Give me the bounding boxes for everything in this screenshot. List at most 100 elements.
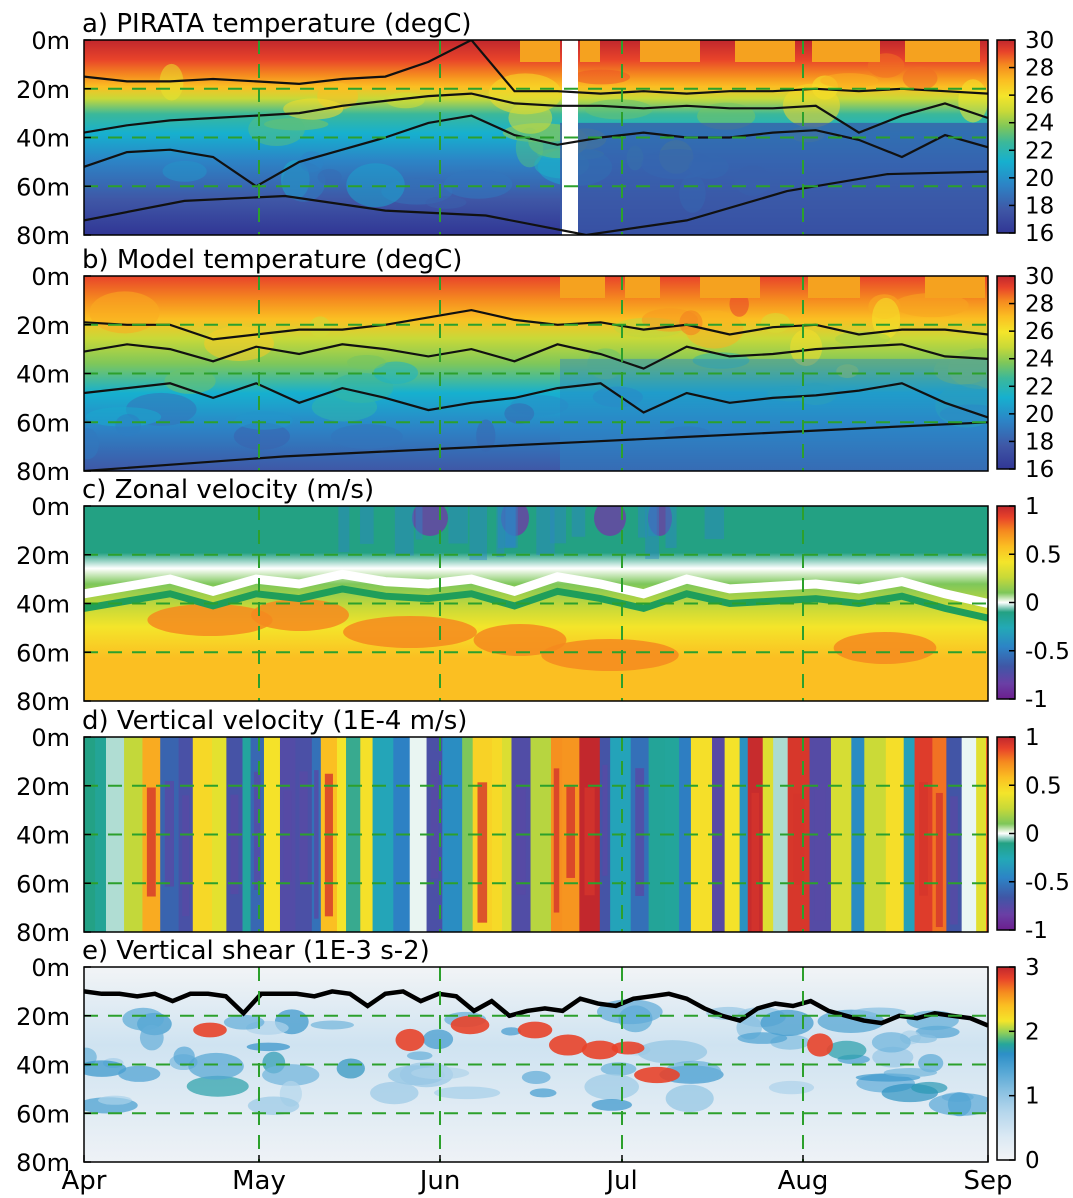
field-blob bbox=[330, 424, 403, 449]
field-blob bbox=[790, 329, 823, 367]
velocity-core bbox=[324, 773, 333, 917]
velocity-band bbox=[360, 737, 374, 932]
shear-patch bbox=[665, 1084, 714, 1113]
westward-tongue bbox=[338, 506, 350, 553]
field-blob bbox=[235, 410, 293, 430]
high-shear-patch bbox=[517, 1021, 553, 1039]
warm-cap bbox=[700, 276, 760, 298]
westward-tongue bbox=[415, 506, 423, 540]
warm-cap bbox=[560, 276, 605, 298]
x-tick-label: Sep bbox=[963, 1166, 1012, 1196]
colorbar bbox=[996, 275, 1016, 470]
field-blob bbox=[871, 297, 901, 339]
shear-patch bbox=[826, 1040, 867, 1060]
heatmap-field bbox=[84, 506, 988, 701]
field-blob bbox=[587, 348, 624, 380]
y-tick-label: 0m bbox=[31, 954, 70, 982]
warm-cap bbox=[735, 40, 795, 62]
velocity-core bbox=[950, 796, 958, 925]
velocity-band bbox=[462, 737, 474, 932]
westward-tongue bbox=[394, 506, 414, 556]
high-shear-patch bbox=[807, 1033, 833, 1057]
x-tick-label: Apr bbox=[62, 1166, 107, 1196]
colorbar-tick-label: 28 bbox=[1025, 56, 1054, 82]
field-blob bbox=[933, 355, 988, 385]
high-shear-patch bbox=[395, 1028, 425, 1052]
contour-24 bbox=[84, 343, 988, 370]
contour-22 bbox=[84, 382, 988, 419]
field-blob bbox=[958, 79, 988, 123]
chart-panel-c: c) Zonal velocity (m/s) 0m 20m 40m 60m 80m 1 0.… bbox=[16, 475, 1070, 716]
field-blob bbox=[443, 169, 513, 199]
field-blob bbox=[760, 313, 791, 333]
shear-patch bbox=[637, 1040, 708, 1064]
westward-tongue bbox=[497, 506, 516, 549]
shear-patch bbox=[737, 1032, 788, 1044]
shear-patch bbox=[118, 1065, 161, 1082]
colorbar-tick-label: -0.5 bbox=[1025, 639, 1070, 665]
velocity-core bbox=[283, 790, 292, 882]
y-tick-label: 80m bbox=[16, 222, 70, 250]
shear-patch bbox=[760, 1009, 814, 1037]
field-blob bbox=[233, 422, 290, 450]
velocity-core bbox=[230, 794, 239, 895]
velocity-band bbox=[986, 737, 988, 932]
westward-core bbox=[594, 506, 626, 536]
westward-tongue bbox=[571, 506, 586, 537]
chart-panel-e: e) Vertical shear (1E-3 s-2) 0m 20m 40m 60m 8… bbox=[16, 936, 1040, 1177]
field-blob bbox=[476, 419, 496, 452]
x-axis: Apr May Jun Jul Aug Sep bbox=[62, 1155, 1013, 1196]
x-tick-label: Jun bbox=[418, 1166, 461, 1196]
velocity-core bbox=[146, 787, 156, 897]
westward-tongue bbox=[496, 506, 505, 558]
velocity-core bbox=[919, 782, 928, 896]
velocity-band bbox=[242, 737, 252, 932]
colorbar-tick-label: 24 bbox=[1025, 111, 1054, 137]
y-tick-label: 40m bbox=[16, 591, 70, 619]
y-tick-label: 0m bbox=[31, 493, 70, 521]
field-blob bbox=[794, 382, 837, 406]
warm-cap bbox=[905, 40, 980, 62]
cold-layer bbox=[560, 122, 988, 235]
colorbar-tick-label: 1 bbox=[1025, 1084, 1040, 1110]
velocity-core bbox=[253, 771, 261, 890]
shear-patch bbox=[584, 1073, 639, 1100]
warm-cap bbox=[520, 40, 560, 62]
field-blob bbox=[283, 98, 344, 120]
eastward-core bbox=[833, 632, 937, 664]
panel-title: c) Zonal velocity (m/s) bbox=[82, 475, 374, 505]
contour-22 bbox=[84, 114, 988, 188]
velocity-core bbox=[477, 782, 488, 923]
shear-patch bbox=[851, 1007, 906, 1017]
panel-title: a) PIRATA temperature (degC) bbox=[82, 9, 472, 39]
shear-patch bbox=[246, 1042, 291, 1052]
velocity-core bbox=[566, 786, 576, 878]
colorbar-tick-label: 16 bbox=[1025, 221, 1054, 247]
westward-tongue bbox=[536, 506, 555, 555]
colorbar-tick-label: 22 bbox=[1025, 138, 1054, 164]
westward-tongue bbox=[504, 506, 516, 547]
shear-patch bbox=[336, 1058, 365, 1079]
field-blob bbox=[386, 92, 425, 109]
field-blob bbox=[115, 413, 142, 437]
field-blob bbox=[346, 163, 405, 208]
shear-patch bbox=[501, 1027, 522, 1036]
shear-patch bbox=[247, 1096, 300, 1115]
velocity-band bbox=[885, 737, 905, 932]
eastward-core bbox=[251, 599, 349, 631]
velocity-core bbox=[182, 795, 190, 917]
warm-cap bbox=[925, 276, 985, 298]
eastward-core bbox=[473, 624, 567, 656]
y-tick-label: 80m bbox=[16, 919, 70, 947]
colorbar-tick-label: 0.5 bbox=[1025, 773, 1062, 799]
y-tick-label: 60m bbox=[16, 173, 70, 201]
shear-patch bbox=[529, 1088, 557, 1098]
y-tick-label: 0m bbox=[31, 263, 70, 291]
contour-24 bbox=[84, 92, 988, 134]
shear-patch bbox=[521, 1070, 551, 1084]
y-tick-label: 0m bbox=[31, 27, 70, 55]
westward-tongue bbox=[665, 506, 677, 548]
colorbar-tick-label: 20 bbox=[1025, 166, 1054, 192]
high-shear-patch bbox=[611, 1041, 645, 1055]
westward-tongue bbox=[638, 506, 647, 538]
